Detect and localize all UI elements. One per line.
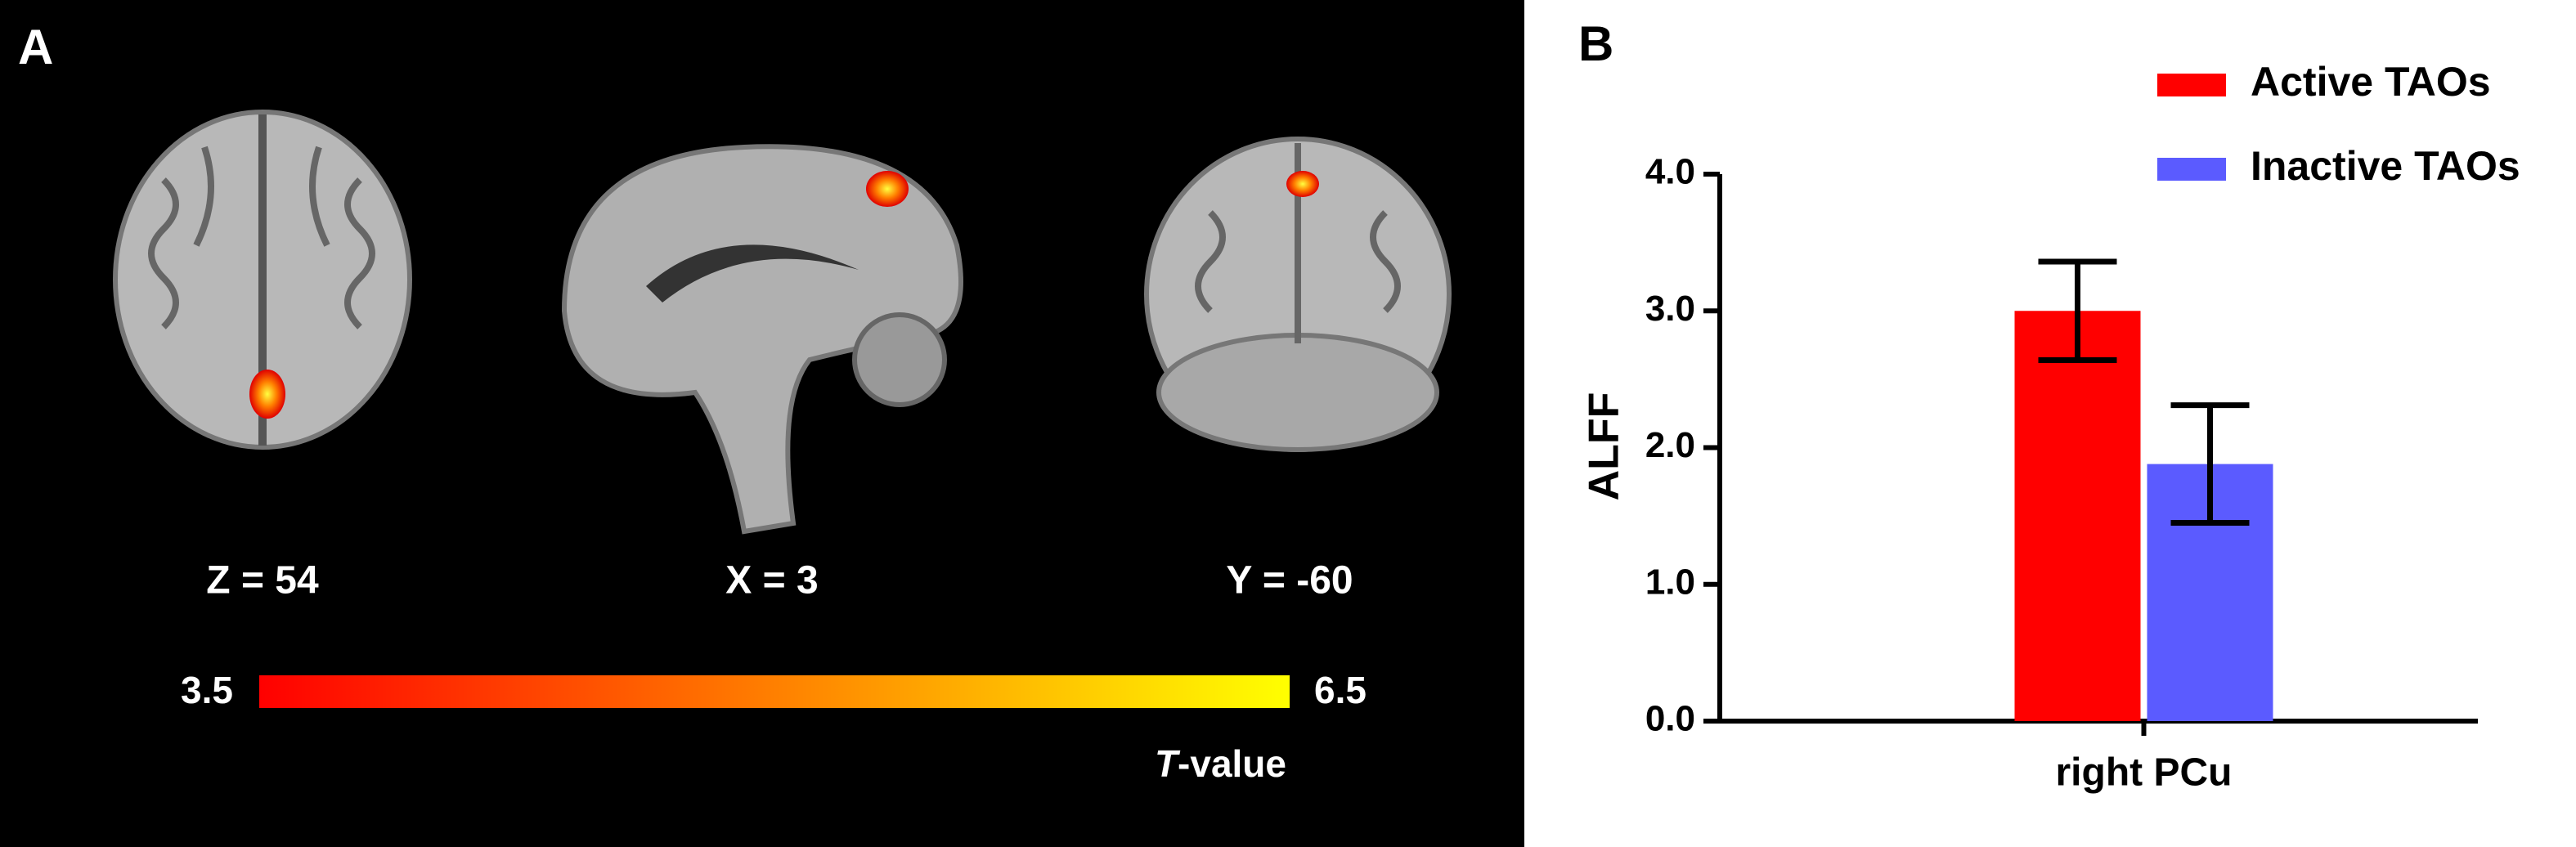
axial-brain	[113, 110, 412, 450]
error-bar	[2038, 258, 2117, 363]
colorbar-label: T-value	[1155, 742, 1286, 785]
y-tick-label: 2.0	[1645, 425, 1695, 465]
legend-swatch	[2157, 74, 2226, 96]
sagittal-brain	[561, 144, 963, 535]
colorbar-label-rest: -value	[1178, 742, 1286, 785]
legend-label: Active TAOs	[2251, 59, 2491, 105]
legend-swatch	[2157, 158, 2226, 181]
panel-label: B	[1578, 16, 1613, 71]
bar	[2014, 311, 2141, 721]
colorbar-max: 6.5	[1314, 669, 1367, 711]
y-tick-label: 3.0	[1645, 289, 1695, 329]
error-bar	[2170, 402, 2250, 526]
y-axis-label: ALFF	[1581, 392, 1628, 501]
x-tick-label: right PCu	[2056, 751, 2233, 795]
slice-label: X = 3	[725, 559, 818, 603]
slice-label: Y = -60	[1226, 559, 1353, 603]
colorbar	[259, 675, 1290, 708]
colorbar-min: 3.5	[181, 669, 233, 711]
y-tick-label: 0.0	[1645, 699, 1695, 739]
coronal-brain	[1144, 137, 1452, 452]
panel-label: A	[18, 20, 53, 74]
legend-label: Inactive TAOs	[2251, 143, 2520, 189]
y-tick-label: 4.0	[1645, 152, 1695, 192]
colorbar-label-italic: T	[1155, 742, 1181, 785]
y-tick-label: 1.0	[1645, 562, 1695, 602]
slice-label: Z = 54	[206, 559, 319, 603]
